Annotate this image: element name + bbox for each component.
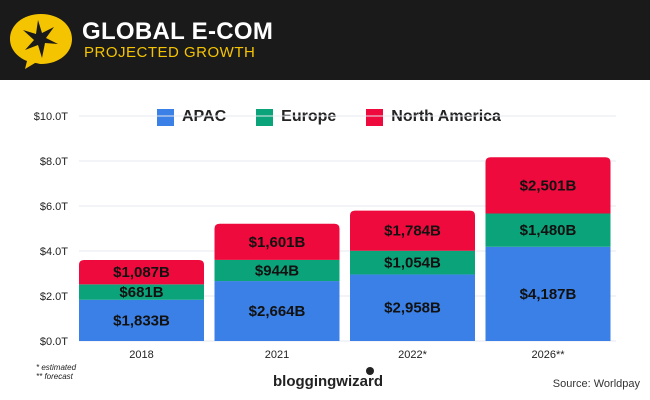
data-label: $1,480B	[520, 222, 577, 239]
data-label: $1,784B	[384, 223, 441, 240]
y-tick-label: $2.0T	[40, 291, 68, 303]
legend-swatch	[256, 108, 274, 126]
legend-swatch	[366, 108, 384, 126]
bar-segment	[79, 259, 204, 285]
data-label: $1,833B	[113, 312, 170, 329]
x-tick-label: 2018	[129, 349, 153, 361]
source-text: Source: Worldpay	[552, 378, 640, 390]
data-label: $681B	[119, 284, 163, 301]
data-label: $944B	[255, 262, 299, 279]
y-tick-label: $8.0T	[40, 156, 68, 168]
bar-segment	[350, 250, 475, 275]
x-tick-label: 2022*	[398, 349, 427, 361]
data-label: $1,601B	[249, 234, 306, 251]
bar-segment	[485, 246, 611, 341]
chart-title: GLOBAL E-COM	[82, 18, 274, 45]
y-tick-label: $6.0T	[40, 201, 68, 213]
data-label: $4,187B	[520, 286, 577, 303]
chart-subtitle: PROJECTED GROWTH	[84, 44, 256, 61]
data-label: $2,501B	[520, 177, 577, 194]
x-tick-label: 2021	[265, 349, 289, 361]
bar-segment	[79, 299, 204, 341]
footnote-forecast: ** forecast	[36, 372, 73, 381]
bar-segment	[350, 274, 475, 341]
footnotes: * estimated ** forecast	[36, 363, 76, 381]
header: GLOBAL E-COM PROJECTED GROWTH	[0, 0, 650, 80]
bar-segment	[485, 157, 611, 214]
bar-segment	[350, 210, 475, 251]
bar-segment	[79, 284, 204, 300]
bar-segment	[214, 281, 340, 341]
data-label: $2,664B	[249, 303, 306, 320]
y-tick-label: $0.0T	[40, 336, 68, 348]
data-label: $1,054B	[384, 255, 441, 272]
bar-segment	[214, 259, 340, 282]
brand-logo-dot-icon	[366, 367, 374, 375]
bar-segment	[214, 223, 340, 260]
data-label: $2,958B	[384, 300, 441, 317]
y-tick-label: $4.0T	[40, 246, 68, 258]
stacked-bar-chart: $0.0T $2.0T $4.0T $6.0T $8.0T $10.0T $1,833B $6…	[34, 111, 616, 361]
bar-segment	[485, 213, 611, 247]
legend-swatch	[157, 108, 174, 126]
data-label: $1,087B	[113, 264, 170, 281]
x-tick-label: 2026**	[531, 349, 565, 361]
y-tick-label: $10.0T	[34, 111, 69, 123]
footnote-estimated: * estimated	[36, 363, 77, 372]
brand-logo: bloggingwizard	[273, 373, 383, 390]
star-speech-bubble-logo-icon	[10, 14, 72, 69]
